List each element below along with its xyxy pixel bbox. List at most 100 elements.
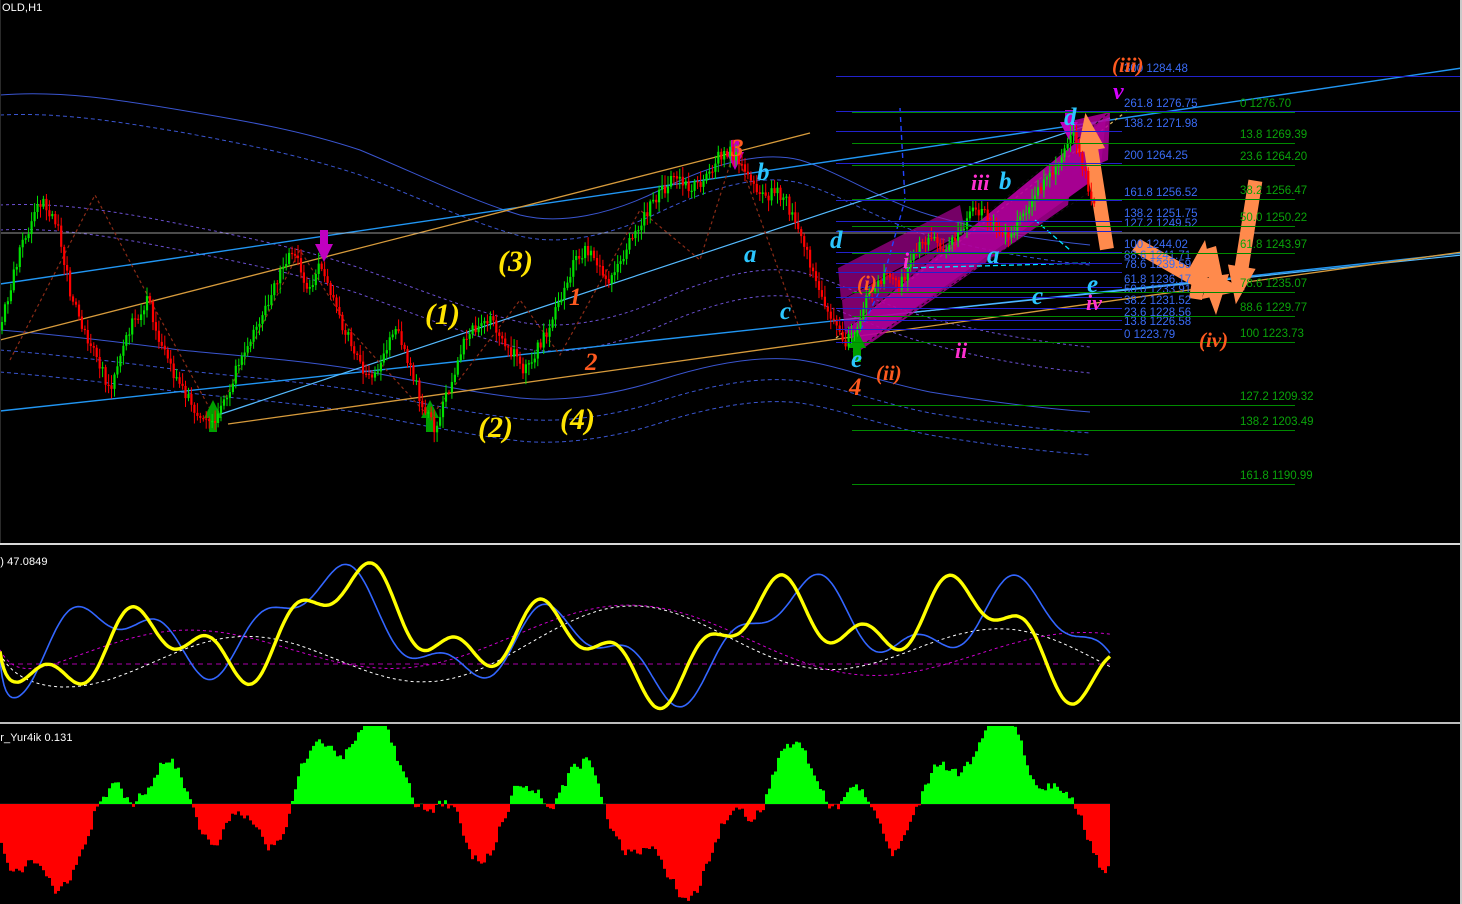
envelope-bands-mid <box>0 203 1091 374</box>
elliott-wave-label: (ii) <box>876 361 902 385</box>
elliott-wave-label: i <box>903 248 910 273</box>
fib-level-line-green <box>852 316 1295 317</box>
fib-level-line-blue <box>836 252 1122 253</box>
elliott-wave-label: e <box>1087 271 1099 298</box>
fib-level-label-blue: 38.2 1231.52 <box>1124 295 1192 307</box>
fib-level-label-blue: 0 1223.79 <box>1124 329 1176 341</box>
fib-level-label-green: 13.8 1269.39 <box>1240 129 1308 141</box>
fib-level-line-blue <box>836 111 1462 112</box>
elliott-wave-label: a <box>744 241 757 268</box>
fib-level-label-green: 100 1223.73 <box>1240 328 1304 340</box>
fib-level-label-blue: 61.8 1236.17 <box>1124 274 1192 286</box>
fib-level-label-blue: 138.2 1251.75 <box>1124 208 1198 220</box>
fib-level-line-blue <box>836 76 1462 77</box>
histogram-panel[interactable]: er_Yur4ik 0.131 <box>0 726 1462 904</box>
envelope-bands-upper <box>0 93 1091 266</box>
fib-level-label-green: 38.2 1256.47 <box>1240 185 1308 197</box>
elliott-wave-label: 2 <box>585 349 598 376</box>
elliott-wave-label: b <box>999 168 1012 195</box>
oscillator-panel[interactable]: 5) 47.0849 <box>0 546 1462 722</box>
fib-level-line-green <box>852 226 1295 227</box>
fib-level-line-green <box>852 199 1295 200</box>
fib-level-line-green <box>852 112 1295 113</box>
sell-arrow-signal-1 <box>315 230 333 262</box>
elliott-wave-label: c <box>1032 283 1044 310</box>
fib-level-line-green <box>852 430 1295 431</box>
elliott-wave-label: (iv) <box>1199 328 1229 352</box>
elliott-wave-label: d <box>830 227 843 254</box>
candlestick-series <box>0 122 1096 443</box>
histogram-label: er_Yur4ik 0.131 <box>0 732 73 744</box>
elliott-wave-label: d <box>1064 104 1077 131</box>
fib-level-line-blue <box>836 320 1122 321</box>
elliott-wave-label: e <box>851 346 863 373</box>
fib-level-label-green: 61.8 1243.97 <box>1240 239 1308 251</box>
oscillator-label: 5) 47.0849 <box>0 556 48 568</box>
fib-level-label-blue: 261.8 1276.75 <box>1124 98 1198 110</box>
elliott-wave-label: iii <box>971 170 990 195</box>
buy-arrow-signal-2 <box>421 400 439 432</box>
fib-level-label-green: 78.6 1235.07 <box>1240 278 1308 290</box>
histogram-graphics <box>0 726 1110 901</box>
fib-level-label-blue: 50.0 1233.91 <box>1124 284 1192 296</box>
fib-level-line-blue <box>836 221 1122 222</box>
price-chart-graphics <box>0 67 1462 456</box>
buy-arrow-signal-1 <box>204 400 222 432</box>
projection-arrow-down-2 <box>1202 246 1229 315</box>
fib-level-line-blue <box>836 231 1122 232</box>
fib-level-label-blue: 88.6 1241.71 <box>1124 250 1192 262</box>
fib-level-line-blue <box>836 263 1122 264</box>
elliott-wave-label: 4 <box>849 374 862 401</box>
fib-level-line-blue <box>836 272 1122 273</box>
elliott-wave-label: 1 <box>569 284 582 311</box>
fib-level-line-green <box>852 342 1295 343</box>
elliott-wave-label: a <box>987 242 1000 269</box>
fib-level-label-green: 161.8 1190.99 <box>1240 470 1313 482</box>
chart-left-edge <box>0 0 1 543</box>
panel-separator-2 <box>0 722 1462 724</box>
fib-level-label-blue: 13.8 1226.58 <box>1124 316 1192 328</box>
fib-level-label-green: 23.6 1264.20 <box>1240 151 1308 163</box>
elliott-wave-label: b <box>757 159 770 186</box>
fib-level-line-blue <box>836 163 1122 164</box>
elliott-wave-label: (4) <box>560 403 595 436</box>
fib-level-line-green <box>852 292 1295 293</box>
price-chart-panel[interactable]: 300 1284.48 261.8 1276.75 138.2 1271.98 200… <box>0 0 1462 543</box>
terminal-right-border <box>1460 0 1462 904</box>
envelope-bands-lower <box>0 329 1091 456</box>
fib-level-line-green <box>852 143 1295 144</box>
elliott-wave-label: c <box>780 298 792 325</box>
fib-level-label-green: 127.2 1209.32 <box>1240 391 1314 403</box>
fib-level-label-blue: 200 1264.25 <box>1124 150 1188 162</box>
fib-level-line-green <box>852 165 1295 166</box>
fib-level-line-green <box>852 405 1295 406</box>
elliott-wave-label: (2) <box>478 411 513 444</box>
fib-level-label-blue: 23.6 1228.56 <box>1124 307 1192 319</box>
elliott-wave-label: (3) <box>498 245 533 278</box>
elliott-wave-label: ii <box>955 338 968 363</box>
fib-level-label-green: 0 1276.70 <box>1240 98 1292 110</box>
oscillator-graphics <box>0 561 1112 711</box>
elliott-wave-label: (i) <box>857 271 877 295</box>
fib-level-label-blue: 100 1244.02 <box>1124 239 1188 251</box>
fib-level-line-blue <box>836 329 1122 330</box>
fib-level-label-blue: 138.2 1271.98 <box>1124 118 1198 130</box>
fib-level-label-blue: 161.8 1256.52 <box>1124 187 1198 199</box>
fib-level-label-blue: 300 1284.48 <box>1124 63 1188 75</box>
fib-level-label-green: 138.2 1203.49 <box>1240 416 1314 428</box>
fib-level-label-green: 88.6 1229.77 <box>1240 302 1308 314</box>
zigzag-indicator <box>9 146 801 420</box>
elliott-wave-label: (iii) <box>1112 53 1144 77</box>
elliott-wave-label: iv <box>1086 290 1102 315</box>
fib-level-line-blue <box>836 287 1122 288</box>
fib-level-line-blue <box>836 297 1122 298</box>
elliott-wave-label: v <box>1113 79 1124 105</box>
symbol-timeframe-label: OLD,H1 <box>2 2 43 14</box>
fib-level-line-green <box>852 253 1295 254</box>
fib-level-line-blue <box>836 200 1122 201</box>
fib-level-line-blue <box>836 308 1122 309</box>
fib-level-line-green <box>852 484 1295 485</box>
fib-level-line-blue <box>836 131 1122 132</box>
fib-level-label-green: 50.0 1250.22 <box>1240 212 1308 224</box>
